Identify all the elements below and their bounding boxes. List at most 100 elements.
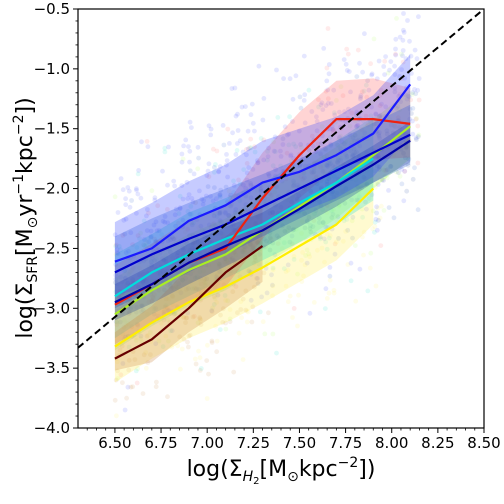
scatter-point [232, 85, 238, 91]
scatter-point [252, 221, 258, 227]
scatter-point [212, 185, 217, 191]
scatter-point [324, 182, 330, 187]
scatter-point [356, 189, 361, 195]
scatter-point [326, 235, 332, 241]
scatter-point [416, 14, 421, 20]
scatter-point [216, 169, 222, 175]
scatter-point [342, 109, 347, 114]
scatter-point [305, 205, 310, 210]
scatter-point [388, 164, 393, 169]
scatter-point [386, 188, 391, 193]
scatter-point [373, 216, 379, 222]
scatter-point [160, 269, 166, 274]
scatter-point [291, 180, 297, 186]
scatter-point [293, 226, 299, 232]
scatter-point [317, 199, 322, 205]
scatter-point [368, 113, 374, 119]
scatter-point [270, 267, 276, 273]
scatter-point [301, 170, 307, 176]
scatter-point [276, 235, 282, 241]
scatter-point [190, 242, 196, 248]
scatter-point [274, 184, 279, 190]
scatter-point [223, 184, 229, 190]
scatter-point [378, 112, 383, 118]
scatter-point [217, 194, 223, 200]
scatter-point [331, 194, 337, 200]
scatter-point [181, 336, 187, 342]
scatter-point [124, 395, 129, 401]
scatter-point [322, 306, 328, 311]
scatter-point [164, 282, 170, 288]
scatter-point [416, 76, 422, 81]
scatter-point [279, 178, 285, 184]
scatter-point [235, 128, 241, 133]
scatter-point [222, 255, 228, 261]
scatter-point [340, 188, 345, 194]
scatter-point [272, 252, 278, 257]
scatter-point [344, 68, 350, 73]
scatter-point [123, 250, 129, 256]
scatter-point [151, 306, 157, 312]
scatter-point [197, 277, 202, 283]
scatter-point [130, 384, 136, 390]
scatter-point [178, 290, 184, 296]
scatter-point [322, 168, 327, 174]
scatter-point [114, 413, 119, 419]
scatter-point [206, 123, 212, 129]
scatter-point [154, 228, 160, 234]
scatter-point [315, 247, 320, 253]
scatter-point [338, 146, 343, 152]
series-line [114, 83, 412, 263]
scatter-point [375, 205, 381, 211]
scatter-point [208, 132, 214, 138]
scatter-point [326, 160, 331, 166]
scatter-point [248, 297, 254, 303]
scatter-point [324, 153, 330, 159]
scatter-point [409, 71, 414, 76]
scatter-point [377, 114, 382, 119]
scatter-point [354, 124, 359, 130]
scatter-point [127, 204, 133, 210]
scatter-point [311, 300, 317, 305]
scatter-point [377, 114, 382, 119]
scatter-point [211, 221, 217, 227]
scatter-point [150, 294, 156, 300]
scatter-point [382, 174, 388, 180]
scatter-point [397, 125, 402, 130]
scatter-point [320, 107, 326, 112]
scatter-point [360, 69, 365, 75]
scatter-point [217, 192, 223, 198]
scatter-point [231, 222, 237, 228]
scatter-point [311, 169, 317, 175]
scatter-point [286, 142, 292, 148]
scatter-point [382, 58, 388, 64]
scatter-point [137, 272, 142, 278]
scatter-point [250, 245, 256, 251]
scatter-point [291, 141, 296, 147]
scatter-point [332, 251, 338, 257]
scatter-point [304, 260, 310, 266]
scatter-point [272, 189, 278, 195]
scatter-point [230, 289, 236, 295]
scatter-point [191, 220, 196, 226]
x-tick-label: 7.75 [329, 434, 362, 452]
scatter-point [134, 304, 140, 310]
scatter-point [321, 46, 327, 51]
scatter-point [159, 256, 165, 261]
scatter-point [162, 145, 168, 151]
scatter-point [307, 310, 313, 316]
scatter-point [377, 130, 382, 135]
scatter-point [230, 221, 236, 227]
scatter-point [298, 174, 304, 179]
scatter-point [383, 168, 389, 173]
scatter-point [140, 303, 145, 309]
scatter-point [256, 261, 262, 267]
scatter-point [187, 148, 193, 154]
scatter-point [180, 314, 186, 320]
scatter-point [372, 229, 377, 235]
scatter-point [149, 259, 155, 264]
scatter-point [120, 233, 126, 238]
scatter-point [340, 238, 346, 244]
scatter-point [255, 276, 260, 281]
scatter-point [308, 223, 313, 228]
